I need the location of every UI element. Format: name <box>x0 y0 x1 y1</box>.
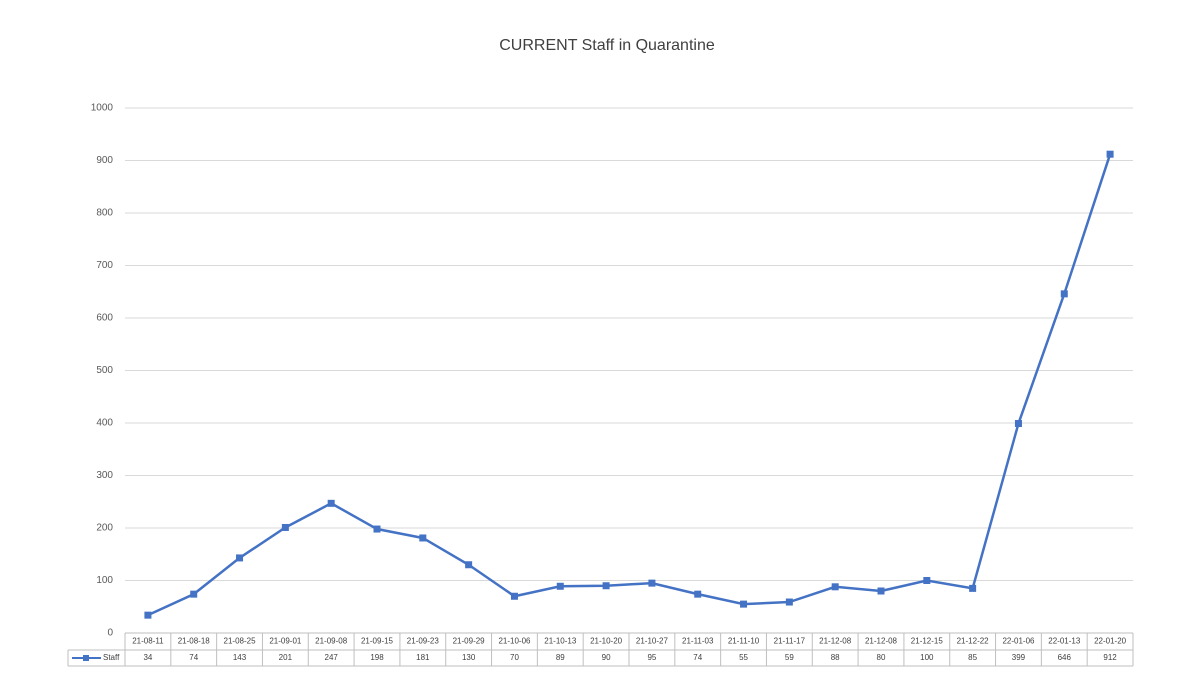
table-value: 90 <box>602 653 611 662</box>
table-value: 912 <box>1103 653 1117 662</box>
point-marker <box>969 584 977 592</box>
x-tick-label: 22-01-13 <box>1048 637 1081 646</box>
point-marker <box>923 577 931 584</box>
point-marker <box>510 592 518 600</box>
point-marker <box>1014 420 1022 428</box>
point-marker <box>1060 290 1068 298</box>
x-tick-label: 21-11-03 <box>682 637 714 646</box>
x-tick-label: 21-09-23 <box>407 637 440 646</box>
x-tick-label: 21-09-15 <box>361 637 394 646</box>
point-marker <box>373 525 381 533</box>
x-tick-label: 21-10-20 <box>590 637 623 646</box>
x-tick-label: 21-10-13 <box>544 637 577 646</box>
table-value: 143 <box>233 653 247 662</box>
y-tick-label: 100 <box>96 575 113 586</box>
y-tick-label: 700 <box>96 260 113 271</box>
table-value: 201 <box>279 653 293 662</box>
table-value: 59 <box>785 653 794 662</box>
table-value: 85 <box>968 653 977 662</box>
point-marker <box>327 499 335 507</box>
y-tick-label: 300 <box>96 470 113 481</box>
x-tick-label: 21-08-25 <box>224 637 257 646</box>
x-tick-label: 21-12-08 <box>865 637 898 646</box>
x-tick-label: 21-09-08 <box>315 637 348 646</box>
table-value: 55 <box>739 653 748 662</box>
legend-marker <box>83 655 89 661</box>
table-value: 80 <box>877 653 886 662</box>
series-line <box>147 153 1112 617</box>
y-tick-label: 600 <box>96 313 113 324</box>
point-marker <box>831 583 839 591</box>
table-value: 130 <box>462 653 476 662</box>
point-marker <box>465 561 473 569</box>
table-value: 74 <box>189 653 198 662</box>
point-marker <box>281 523 289 531</box>
x-tick-label: 22-01-06 <box>1002 637 1035 646</box>
table-value: 646 <box>1058 653 1072 662</box>
point-marker <box>1106 150 1114 158</box>
point-marker <box>144 611 152 619</box>
y-tick-label: 500 <box>96 365 113 376</box>
point-marker <box>648 579 656 587</box>
x-tick-label: 21-09-29 <box>453 637 486 646</box>
x-tick-label: 21-12-22 <box>957 637 990 646</box>
table-value: 95 <box>647 653 656 662</box>
table-value: 181 <box>416 653 430 662</box>
x-tick-label: 21-11-10 <box>728 637 760 646</box>
point-marker <box>602 582 610 590</box>
point-marker <box>785 598 793 606</box>
table-value: 89 <box>556 653 565 662</box>
table-value: 70 <box>510 653 519 662</box>
point-marker <box>740 600 748 608</box>
point-marker <box>877 587 885 595</box>
legend-label: Staff <box>103 653 120 662</box>
point-marker <box>190 590 198 598</box>
x-tick-label: 21-09-01 <box>269 637 302 646</box>
y-tick-label: 1000 <box>91 103 114 114</box>
table-value: 100 <box>920 653 934 662</box>
table-value: 88 <box>831 653 840 662</box>
y-tick-label: 0 <box>107 628 113 639</box>
point-marker <box>556 582 564 590</box>
y-tick-label: 200 <box>96 523 113 534</box>
table-value: 74 <box>693 653 702 662</box>
y-tick-label: 800 <box>96 208 113 219</box>
x-tick-label: 21-08-11 <box>132 637 164 646</box>
y-tick-label: 900 <box>96 155 113 166</box>
x-tick-label: 21-10-27 <box>636 637 669 646</box>
table-value: 247 <box>325 653 339 662</box>
table-value: 34 <box>143 653 152 662</box>
x-tick-label: 21-11-17 <box>774 637 806 646</box>
x-tick-label: 21-08-18 <box>178 637 211 646</box>
point-marker <box>694 590 702 598</box>
x-tick-label: 21-12-08 <box>819 637 852 646</box>
x-tick-label: 22-01-20 <box>1094 637 1127 646</box>
table-value: 399 <box>1012 653 1026 662</box>
x-tick-label: 21-10-06 <box>498 637 531 646</box>
x-tick-label: 21-12-15 <box>911 637 944 646</box>
table-value: 198 <box>370 653 384 662</box>
point-marker <box>419 534 427 542</box>
y-tick-label: 400 <box>96 418 113 429</box>
chart-title: CURRENT Staff in Quarantine <box>499 37 715 54</box>
point-marker <box>236 554 244 562</box>
